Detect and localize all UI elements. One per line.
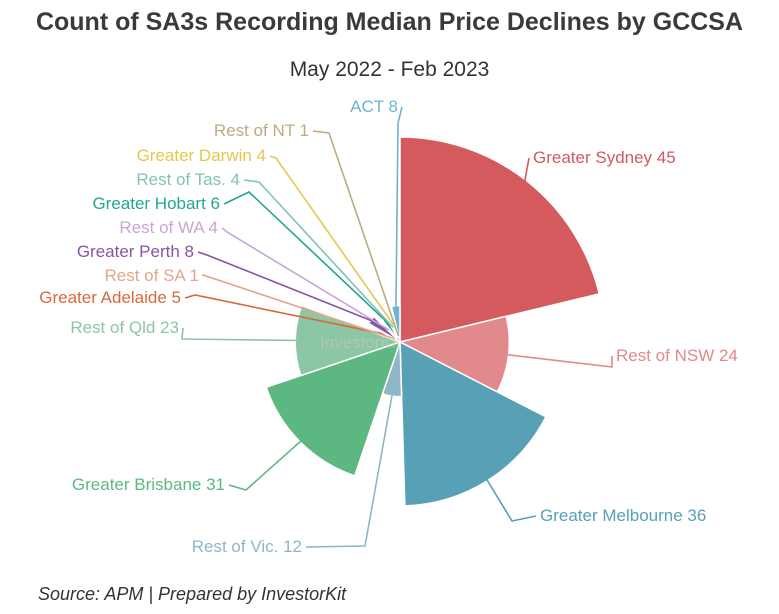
slice-greater-sydney: [399, 136, 601, 343]
label-greater-hobart: Greater Hobart 6: [92, 194, 220, 213]
watermark: InvestorKit: [320, 333, 401, 352]
label-greater-brisbane: Greater Brisbane 31: [72, 475, 225, 494]
source-note: Source: APM | Prepared by InvestorKit: [38, 584, 347, 604]
slice-labels: Greater Sydney 45 Rest of NSW 24 Greater M…: [39, 97, 738, 556]
label-greater-darwin: Greater Darwin 4: [137, 146, 266, 165]
label-rest-of-sa: Rest of SA 1: [105, 266, 200, 285]
leader-greater-perth: [197, 251, 373, 322]
leader-rest-of-nt: [312, 130, 400, 337]
chart-subtitle: May 2022 - Feb 2023: [289, 58, 490, 81]
leader-greater-darwin: [269, 155, 396, 328]
leader-rest-of-tas: [243, 179, 394, 328]
label-greater-adelaide: Greater Adelaide 5: [39, 288, 181, 307]
leader-greater-sydney: [524, 157, 530, 183]
leader-rest-of-vic: [305, 393, 394, 548]
label-greater-melbourne: Greater Melbourne 36: [540, 506, 706, 525]
label-act: ACT 8: [350, 97, 398, 116]
leader-greater-brisbane: [228, 439, 303, 491]
pie-slices: [265, 136, 601, 507]
label-greater-sydney: Greater Sydney 45: [533, 148, 676, 167]
leader-act: [395, 106, 403, 308]
label-rest-of-nt: Rest of NT 1: [214, 121, 309, 140]
leader-rest-of-qld: [181, 327, 298, 342]
leader-rest-of-wa: [221, 227, 390, 331]
label-rest-of-vic: Rest of Vic. 12: [192, 537, 302, 556]
label-rest-of-qld: Rest of Qld 23: [70, 318, 179, 337]
leader-rest-of-nsw: [506, 353, 613, 368]
leader-lines: [181, 106, 613, 548]
label-greater-perth: Greater Perth 8: [77, 242, 194, 261]
label-rest-of-tas: Rest of Tas. 4: [136, 170, 240, 189]
chart-title: Count of SA3s Recording Median Price Dec…: [35, 8, 744, 36]
leader-greater-melbourne: [485, 478, 537, 522]
label-rest-of-nsw: Rest of NSW 24: [616, 346, 738, 365]
label-rest-of-wa: Rest of WA 4: [119, 218, 218, 237]
leader-greater-hobart: [223, 191, 387, 322]
leader-greater-adelaide: [184, 294, 382, 335]
leader-rest-of-sa: [202, 273, 396, 340]
